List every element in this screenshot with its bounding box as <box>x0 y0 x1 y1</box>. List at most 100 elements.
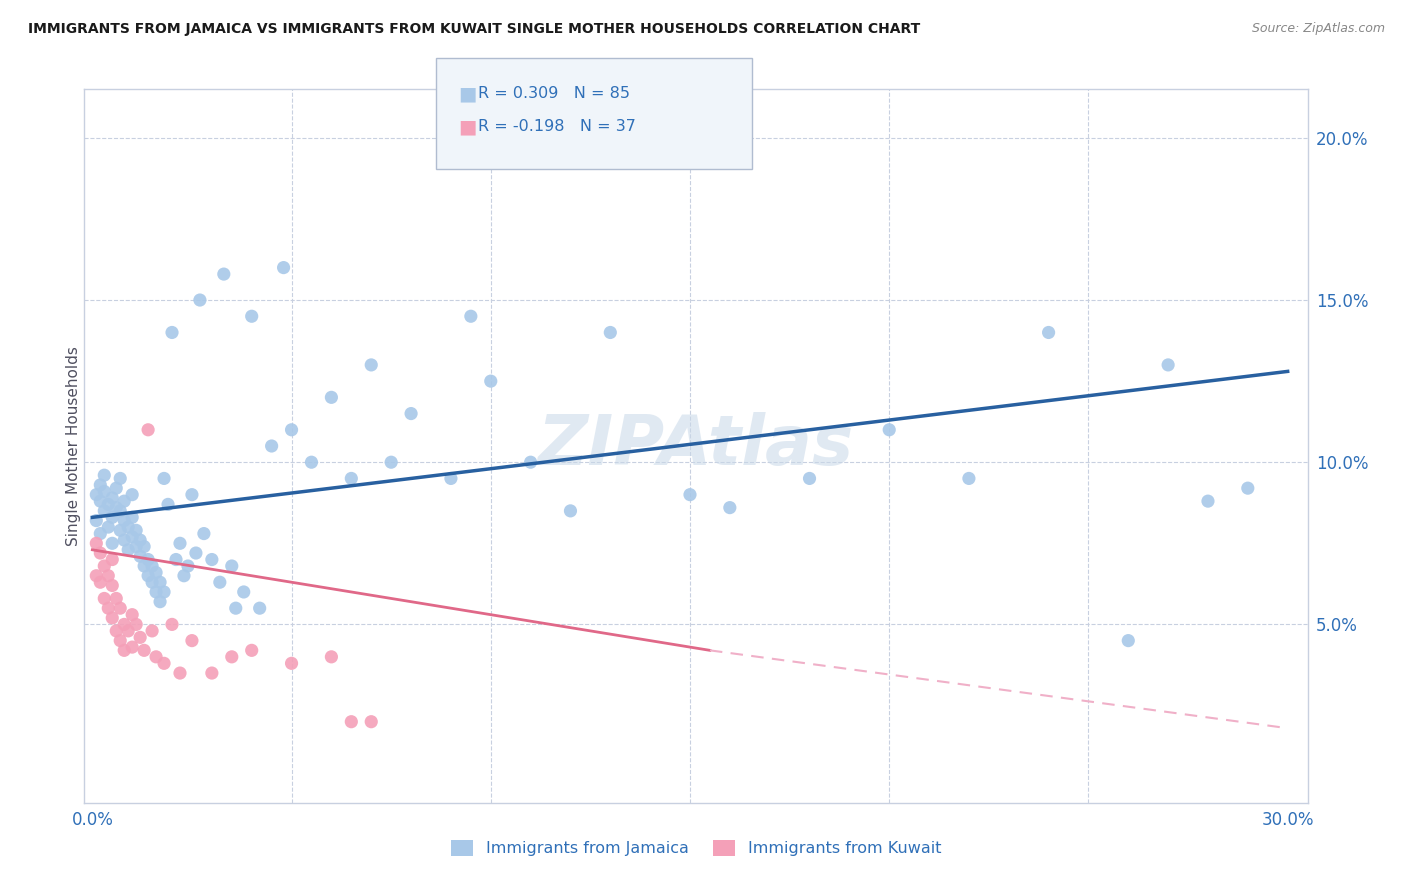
Point <box>169 666 191 681</box>
Point <box>149 595 172 609</box>
Point <box>225 601 247 615</box>
Point <box>89 478 111 492</box>
Point <box>153 471 176 485</box>
Point <box>125 617 148 632</box>
Point <box>1197 494 1219 508</box>
Point <box>193 526 215 541</box>
Point <box>121 607 143 622</box>
Point <box>121 530 143 544</box>
Point <box>110 471 132 485</box>
Point <box>380 455 402 469</box>
Point <box>181 633 204 648</box>
Point <box>129 533 152 547</box>
Point <box>1236 481 1258 495</box>
Point <box>117 520 139 534</box>
Point <box>260 439 283 453</box>
Point <box>340 714 363 729</box>
Point <box>212 267 235 281</box>
Point <box>679 488 702 502</box>
Point <box>221 649 243 664</box>
Point <box>105 591 128 606</box>
Point <box>280 657 302 671</box>
Point <box>110 601 132 615</box>
Point <box>321 390 343 404</box>
Point <box>89 494 111 508</box>
Point <box>149 575 172 590</box>
Point <box>160 326 183 340</box>
Text: R = -0.198   N = 37: R = -0.198 N = 37 <box>478 120 636 134</box>
Point <box>112 617 135 632</box>
Point <box>105 481 128 495</box>
Point <box>141 559 163 574</box>
Point <box>153 657 176 671</box>
Point <box>1038 326 1060 340</box>
Point <box>86 536 108 550</box>
Point <box>273 260 295 275</box>
Point <box>112 494 135 508</box>
Point <box>136 552 159 566</box>
Point <box>129 549 152 564</box>
Point <box>134 643 156 657</box>
Point <box>1116 633 1139 648</box>
Point <box>208 575 231 590</box>
Point <box>599 326 621 340</box>
Text: ZIPAtlas: ZIPAtlas <box>538 412 853 480</box>
Point <box>799 471 821 485</box>
Point <box>173 568 195 582</box>
Point <box>93 591 115 606</box>
Point <box>86 568 108 582</box>
Point <box>340 471 363 485</box>
Point <box>97 568 120 582</box>
Point <box>86 488 108 502</box>
Point <box>129 631 152 645</box>
Point <box>360 714 382 729</box>
Point <box>957 471 980 485</box>
Point <box>519 455 541 469</box>
Point <box>153 585 176 599</box>
Point <box>121 488 143 502</box>
Point <box>101 552 124 566</box>
Text: Source: ZipAtlas.com: Source: ZipAtlas.com <box>1251 22 1385 36</box>
Point <box>93 484 115 499</box>
Point <box>188 293 211 307</box>
Point <box>145 566 167 580</box>
Text: IMMIGRANTS FROM JAMAICA VS IMMIGRANTS FROM KUWAIT SINGLE MOTHER HOUSEHOLDS CORRE: IMMIGRANTS FROM JAMAICA VS IMMIGRANTS FR… <box>28 22 921 37</box>
Point <box>112 533 135 547</box>
Point <box>86 514 108 528</box>
Point <box>125 540 148 554</box>
Point <box>560 504 582 518</box>
Text: R = 0.309   N = 85: R = 0.309 N = 85 <box>478 87 630 101</box>
Point <box>141 575 163 590</box>
Point <box>134 559 156 574</box>
Point <box>110 524 132 538</box>
Point <box>121 640 143 654</box>
Point <box>399 407 422 421</box>
Point <box>101 611 124 625</box>
Text: ■: ■ <box>458 117 477 136</box>
Point <box>125 524 148 538</box>
Point <box>110 504 132 518</box>
Point <box>240 643 263 657</box>
Point <box>112 643 135 657</box>
Point <box>877 423 900 437</box>
Point <box>249 601 271 615</box>
Point <box>136 423 159 437</box>
Point <box>280 423 302 437</box>
Point <box>93 559 115 574</box>
Point <box>97 497 120 511</box>
Point <box>101 536 124 550</box>
Point <box>145 649 167 664</box>
Point <box>105 624 128 638</box>
Point <box>221 559 243 574</box>
Point <box>201 666 224 681</box>
Point <box>101 491 124 505</box>
Point <box>440 471 463 485</box>
Y-axis label: Single Mother Households: Single Mother Households <box>66 346 80 546</box>
Point <box>93 468 115 483</box>
Point <box>117 542 139 557</box>
Point <box>145 585 167 599</box>
Point <box>112 514 135 528</box>
Point <box>240 310 263 324</box>
Text: ■: ■ <box>458 84 477 103</box>
Legend: Immigrants from Jamaica, Immigrants from Kuwait: Immigrants from Jamaica, Immigrants from… <box>444 833 948 863</box>
